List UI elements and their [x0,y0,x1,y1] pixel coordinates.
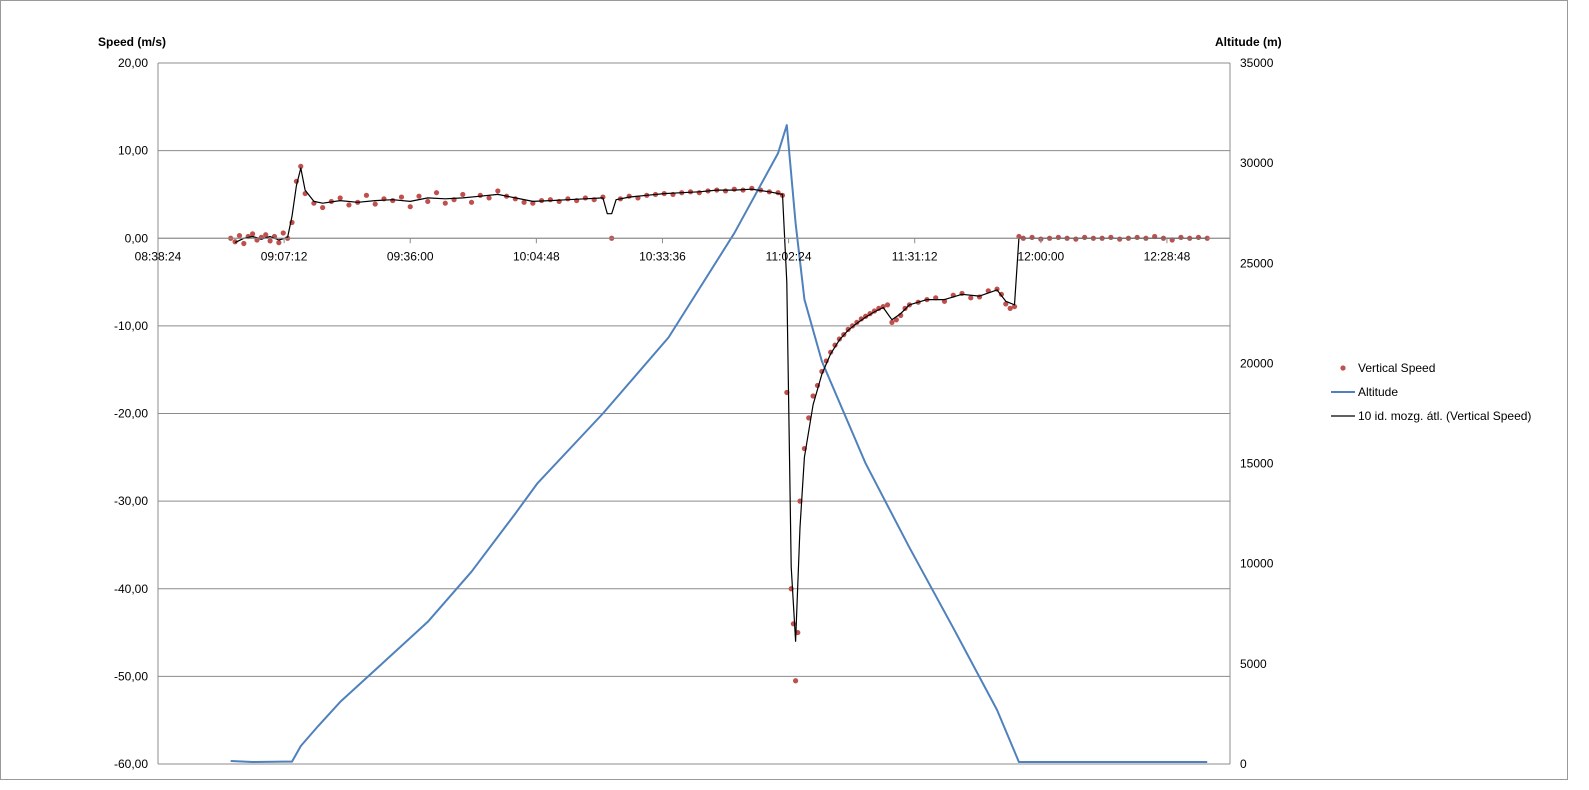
vertical-speed-point [477,192,483,198]
y-right-axis-title: Altitude (m) [1215,35,1282,49]
x-tick-label: 10:33:36 [639,249,686,263]
vertical-speed-point [806,415,812,421]
vertical-speed-point [884,302,891,308]
vertical-speed-point [1134,234,1140,240]
y-left-tick-label: -10,00 [114,319,148,333]
vertical-speed-point [460,191,466,198]
y-right-tick-label: 0 [1240,757,1247,771]
vertical-speed-point [495,188,501,194]
chart-svg: 20,00 10,00 0,00 -10,00 -20,00 -30,00 -40,00 -5… [98,35,1531,771]
vertical-speed-point [442,200,448,206]
y-right-tick-label: 20000 [1240,356,1274,370]
vertical-speed-point [1108,234,1114,240]
y-left-tick-label: -60,00 [114,757,148,771]
vertical-speed-point [582,195,588,201]
vertical-speed-point [267,238,273,244]
vertical-speed-point [433,190,440,196]
vertical-speed-point [486,195,492,201]
y-left-tick-label: -20,00 [114,407,148,421]
vertical-speed-point [902,305,908,311]
y-left-tick-label: -30,00 [114,494,148,508]
x-tick-label: 11:02:24 [766,249,812,263]
vertical-speed-point [398,194,405,200]
vertical-speed-point [810,393,816,399]
y-left-axis-title: Speed (m/s) [98,35,166,49]
x-tick-label: 12:28:48 [1144,249,1191,263]
vertical-speed-point [1117,236,1123,242]
vertical-speed-point [1082,234,1088,240]
vertical-speed-point [425,198,431,205]
legend-label: Altitude [1358,385,1398,399]
vertical-speed-point [320,204,326,211]
vertical-speed-point [363,192,370,198]
y-left-tick-label: 10,00 [118,144,148,158]
vertical-speed-point [263,232,269,238]
y-left-tick-label: -50,00 [114,669,148,683]
vertical-speed-point [276,240,282,246]
vertical-speed-point [858,316,864,322]
vertical-speed-point [241,240,247,247]
vertical-speed-point [1055,234,1061,240]
vertical-speed-point [1178,234,1184,240]
vertical-speed-point [236,233,243,239]
vertical-speed-point [1029,234,1035,240]
vertical-speed-point [232,239,238,245]
vertical-speed-point [547,197,553,203]
y-right-tick-label: 30000 [1240,156,1274,170]
y-right-tick-label: 10000 [1240,557,1274,571]
y-left-tick-label: 20,00 [118,56,148,70]
series-line-10-id-mozg-tl-vertical-speed [234,167,1208,642]
y-right-tick-label: 25000 [1240,256,1274,270]
vertical-speed-point [696,190,702,196]
vertical-speed-point [298,163,304,169]
y-left-tick-label: -40,00 [114,582,148,596]
legend-label: 10 id. mozg. átl. (Vertical Speed) [1358,409,1531,423]
vertical-speed-point [407,204,413,210]
vertical-speed-point [1073,236,1079,242]
vertical-speed-point [1007,305,1013,311]
y-right-tick-label: 5000 [1240,657,1267,671]
vertical-speed-point [249,231,256,237]
vertical-speed-point [521,199,527,205]
chart-container: 20,00 10,00 0,00 -10,00 -20,00 -30,00 -40,00 -5… [0,0,1568,780]
axes: 20,00 10,00 0,00 -10,00 -20,00 -30,00 -40,00 -5… [114,56,1274,771]
legend: Vertical Speed Altitude 10 id. mozg. átl. … [1331,361,1531,423]
y-right-tick-label: 35000 [1240,56,1274,70]
x-tick-label: 12:00:00 [1017,249,1064,263]
vertical-speed-point [749,185,755,191]
series-line-altitude [230,124,1208,763]
vertical-speed-point [731,186,737,192]
vertical-speed-point [372,201,378,207]
vertical-speed-point [889,319,895,325]
series-vertical-speed [228,163,1210,684]
legend-marker [1340,365,1346,371]
x-tick-label: 08:38:24 [135,249,182,263]
y-right-tick-label: 15000 [1240,457,1274,471]
legend-label: Vertical Speed [1358,361,1435,375]
series-layer [228,124,1210,763]
vertical-speed-point [337,195,343,201]
vertical-speed-point [468,199,475,205]
gridlines [158,62,1230,765]
vertical-speed-point [893,317,899,323]
vertical-speed-point [968,295,974,301]
vertical-speed-point [1011,303,1018,310]
x-tick-label: 09:36:00 [387,249,434,263]
vertical-speed-point [1195,234,1202,240]
vertical-speed-point [280,230,286,236]
x-tick-label: 10:04:48 [513,249,560,263]
vertical-speed-point [845,326,851,332]
x-tick-label: 11:31:12 [892,249,938,263]
vertical-speed-point [1003,301,1009,307]
vertical-speed-point [346,202,352,208]
y-left-tick-label: 0,00 [125,231,149,245]
vertical-speed-point [390,197,396,204]
vertical-speed-point [565,196,571,202]
vertical-speed-point [792,678,799,684]
vertical-speed-point [416,193,422,199]
vertical-speed-point [722,188,729,194]
x-tick-label: 09:07:12 [261,249,308,263]
